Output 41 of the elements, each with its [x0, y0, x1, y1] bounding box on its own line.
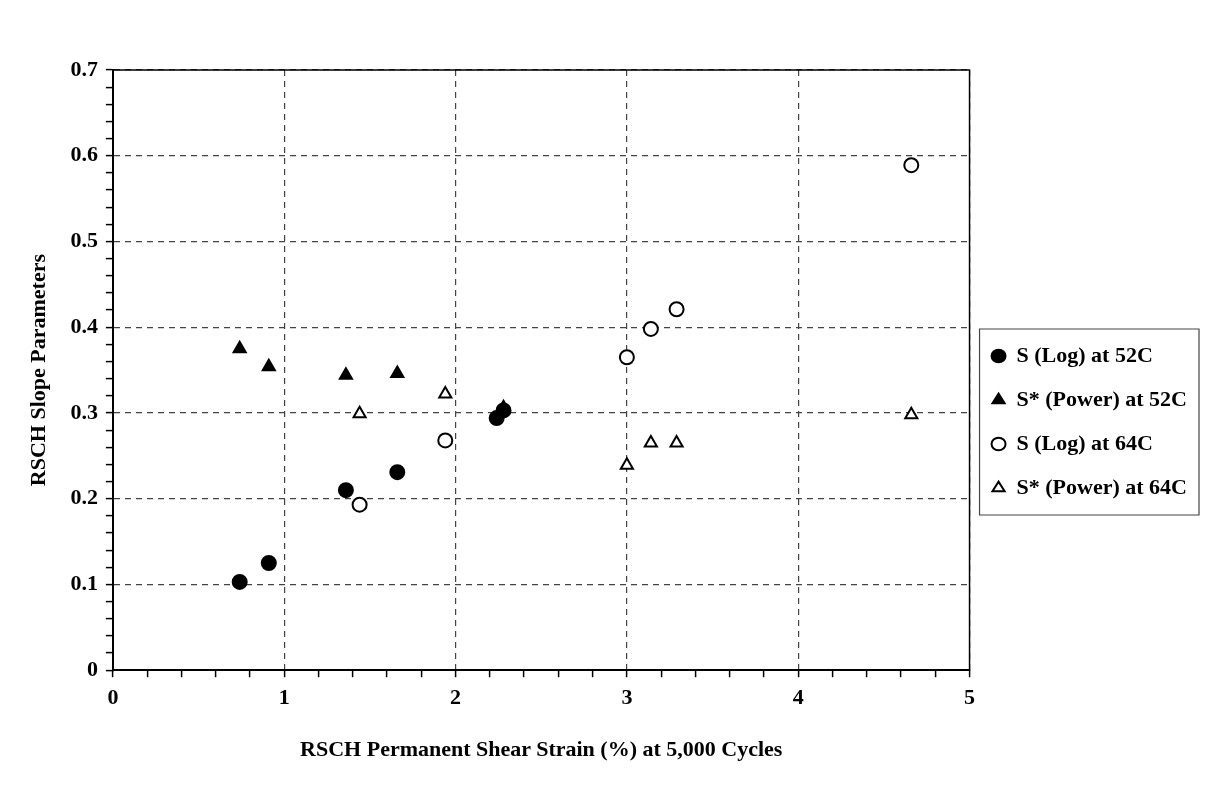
x-tick-label: 5 [964, 684, 976, 710]
y-tick-label: 0.6 [70, 141, 98, 167]
x-tick-label: 3 [621, 684, 633, 710]
point [232, 340, 247, 354]
y-tick-label: 0.4 [70, 312, 98, 338]
point [618, 349, 635, 366]
y-tick-label: 0.3 [70, 398, 98, 424]
y-tick-label: 0.1 [70, 570, 98, 596]
point [904, 406, 919, 420]
x-tick-label: 4 [792, 684, 804, 710]
point [337, 482, 354, 499]
legend-label: S (Log) at 52C [1016, 341, 1153, 367]
point [260, 555, 277, 572]
point [903, 157, 920, 174]
legend-label: S* (Power) at 52C [1016, 385, 1188, 411]
point [438, 386, 453, 399]
x-tick-label: 1 [278, 684, 290, 710]
point [351, 496, 368, 513]
x-tick-label: 2 [450, 684, 462, 710]
y-tick-label: 0 [86, 655, 98, 681]
x-tick-label: 0 [107, 684, 119, 710]
point [642, 320, 659, 337]
point [643, 434, 658, 448]
point [231, 573, 248, 590]
point [437, 432, 454, 449]
point [261, 358, 276, 372]
point [619, 457, 634, 470]
point [390, 365, 405, 379]
y-tick-label: 0.5 [70, 227, 98, 253]
y-tick-label: 0.7 [70, 55, 98, 81]
point [389, 464, 406, 481]
y-axis-title: RSCH Slope Parameters [24, 253, 50, 487]
point [352, 405, 367, 419]
legend-label: S* (Power) at 64C [1016, 473, 1188, 499]
point [669, 434, 684, 448]
x-axis-title: RSCH Permanent Shear Strain (%) at 5,000 Cycles [300, 736, 783, 762]
point [338, 367, 353, 380]
point [495, 402, 512, 419]
point [668, 301, 685, 318]
legend-label: S (Log) at 64C [1016, 429, 1153, 455]
y-tick-label: 0.2 [70, 484, 98, 510]
